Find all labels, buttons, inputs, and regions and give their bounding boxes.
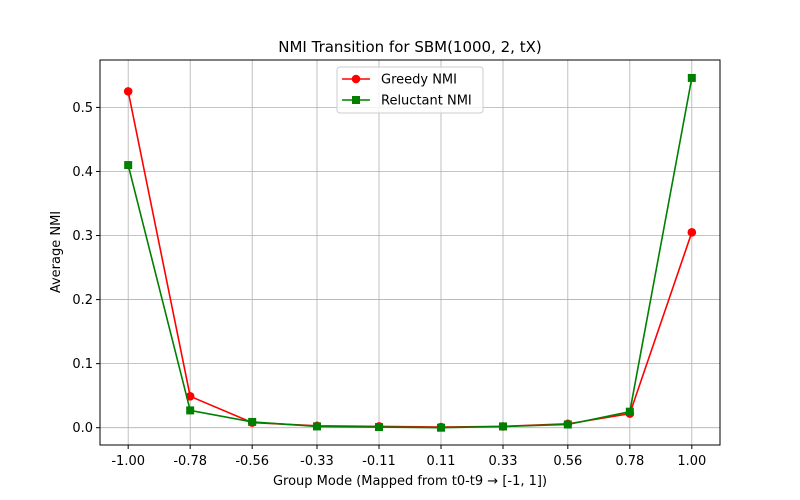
x-axis-label: Group Mode (Mapped from t0-t9 → [-1, 1]) <box>273 474 547 489</box>
data-point-reluctant-nmi <box>563 420 572 429</box>
y-tick-label: 0.5 <box>72 101 93 116</box>
chart-title: NMI Transition for SBM(1000, 2, tX) <box>278 38 541 56</box>
data-point-reluctant-nmi <box>313 422 321 431</box>
series-line-reluctant-nmi <box>127 77 693 429</box>
y-tick-label: 0.4 <box>72 165 93 180</box>
legend-marker <box>351 74 361 84</box>
y-axis-label: Average NMI <box>49 211 64 293</box>
ticks: -1.00 -0.78 -0.56 -0.33 -0.11 0.11 0.33 0.56 0.7… <box>72 101 706 469</box>
y-tick-label: 0.2 <box>72 293 93 308</box>
x-tick-label: 1.00 <box>677 454 706 469</box>
data-point-reluctant-nmi <box>248 417 257 426</box>
y-tick-label: 0.3 <box>72 229 93 244</box>
x-tick-label: -0.11 <box>362 454 396 469</box>
y-tick-label: 0.0 <box>72 421 93 436</box>
x-tick-label: 0.78 <box>615 454 644 469</box>
x-tick-label: -0.56 <box>235 454 269 469</box>
data-point-reluctant-nmi <box>625 407 634 416</box>
data-point-greedy-nmi <box>185 392 195 401</box>
data-point-reluctant-nmi <box>124 161 133 170</box>
x-tick-label: 0.11 <box>427 454 456 469</box>
x-tick-label: -1.00 <box>111 454 145 469</box>
legend: Greedy NMI Reluctant NMI <box>336 66 484 114</box>
legend-marker <box>352 96 360 104</box>
legend-item-reluctant-nmi: Reluctant NMI <box>342 94 472 109</box>
legend-box <box>336 66 484 114</box>
series-layer <box>123 73 697 432</box>
series-reluctant-nmi <box>124 73 696 432</box>
legend-label: Reluctant NMI <box>381 94 472 109</box>
data-point-reluctant-nmi <box>499 422 507 431</box>
x-tick-label: 0.33 <box>489 454 518 469</box>
x-tick-label: -0.78 <box>173 454 207 469</box>
data-point-reluctant-nmi <box>186 406 195 415</box>
legend-label: Greedy NMI <box>381 73 457 88</box>
data-point-reluctant-nmi <box>437 423 445 432</box>
data-point-reluctant-nmi <box>375 423 383 432</box>
x-tick-label: -0.33 <box>300 454 334 469</box>
data-point-greedy-nmi <box>123 87 133 96</box>
data-point-reluctant-nmi <box>687 73 696 82</box>
legend-item-greedy-nmi: Greedy NMI <box>342 73 457 88</box>
x-tick-label: 0.56 <box>553 454 582 469</box>
plot-frame <box>99 59 721 446</box>
data-point-greedy-nmi <box>687 228 697 237</box>
y-tick-label: 0.1 <box>72 357 93 372</box>
